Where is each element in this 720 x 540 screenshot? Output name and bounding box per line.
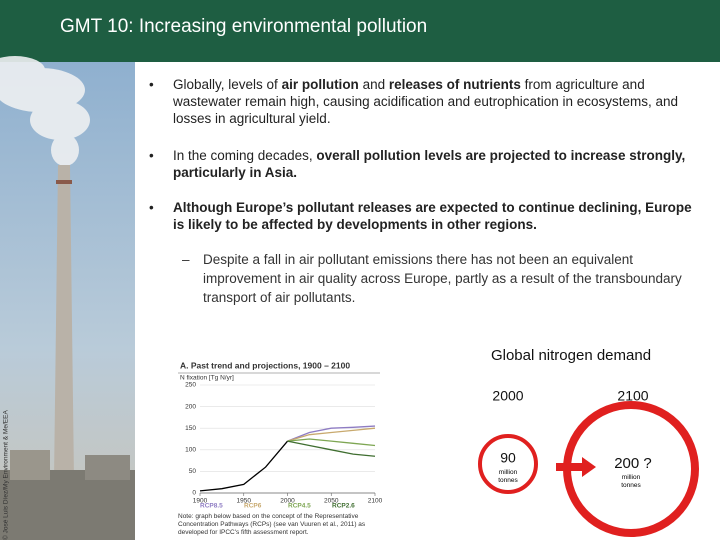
legend-label: RCP6 — [244, 503, 262, 510]
x-tick-label: 1900 — [193, 498, 208, 505]
sub-bullet-text: Despite a fall in air pollutant emission… — [203, 252, 682, 305]
photo-smoke — [0, 56, 90, 166]
unit: million tonnes — [621, 474, 641, 489]
legend-label: RCP2.6 — [332, 503, 355, 510]
line-series — [287, 438, 376, 447]
y-tick-label: 250 — [185, 382, 196, 389]
amount: 90 — [500, 450, 516, 466]
figure-note: Note: graph below based on the concept o… — [178, 513, 366, 536]
line-series — [287, 440, 376, 457]
bullet: • In the coming decades, overall pollutio… — [149, 148, 686, 180]
line-series — [287, 427, 376, 442]
y-tick-label: 150 — [185, 425, 196, 432]
x-tick-label: 2000 — [280, 498, 295, 505]
photo-plant — [0, 470, 135, 540]
line-series — [199, 440, 288, 492]
figure: A. Past trend and projections, 1900 – 21… — [172, 345, 385, 540]
photo-building — [10, 450, 50, 480]
y-tick-label: 100 — [185, 447, 196, 454]
bullet: • Although Europe’s pollutant releases ar… — [149, 200, 692, 232]
year-label: 2100 — [617, 388, 648, 404]
year-label: 2000 — [492, 388, 523, 404]
photo-chimney-band — [56, 180, 72, 184]
unit: million tonnes — [498, 469, 518, 484]
figure-ylabel: N fixation [Tg N/yr] — [180, 375, 234, 382]
bullet-text: Globally, levels of — [173, 77, 282, 92]
y-tick-label: 0 — [192, 490, 196, 497]
bullet: • Globally, levels of air pollution and r… — [149, 77, 679, 126]
amount: 200 ? — [614, 455, 652, 472]
y-tick-label: 200 — [185, 403, 196, 410]
header-title: GMT 10: Increasing environmental polluti… — [60, 16, 427, 37]
arrow — [556, 457, 596, 477]
header-bar — [0, 0, 720, 62]
x-tick-label: 2100 — [368, 498, 383, 505]
x-tick-label: 2050 — [324, 498, 339, 505]
y-tick-label: 50 — [189, 468, 197, 475]
x-tick-label: 1950 — [237, 498, 252, 505]
sub-bullet: – Despite a fall in air pollutant emissio… — [182, 252, 682, 305]
photo-credit: © José Luis Díez/My Environment & Me/EEA — [2, 410, 10, 540]
photo-building — [85, 455, 130, 480]
bullet-text: and — [358, 77, 389, 92]
bullet-text: air pollution — [281, 77, 359, 92]
bullet-text: In the coming decades, — [173, 148, 317, 163]
bullet-text: releases of nutrients — [388, 77, 521, 92]
bullet-text: Although Europe’s pollutant releases are… — [173, 200, 692, 232]
bullet-text: from agriculture and wastewater remain h… — [173, 77, 679, 126]
bullet-text: overall pollution levels are projected t… — [173, 148, 686, 180]
figure-title: A. Past trend and projections, 1900 – 21… — [180, 360, 350, 370]
photo-chimney — [54, 165, 74, 480]
legend-label: RCP4.5 — [288, 503, 311, 510]
legend-label: RCP8.5 — [200, 503, 223, 510]
nitrogen-title: Global nitrogen demand — [491, 347, 651, 364]
ring-2000 — [478, 434, 538, 494]
line-series — [287, 425, 376, 442]
